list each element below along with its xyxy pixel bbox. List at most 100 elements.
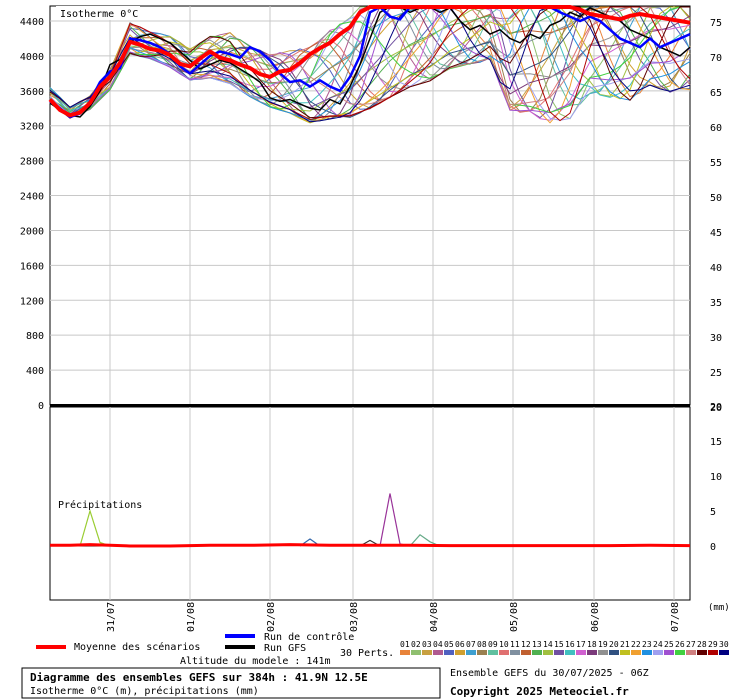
pert-swatch	[488, 650, 498, 655]
pert-swatch	[587, 650, 597, 655]
y-left-tick: 800	[26, 331, 44, 342]
y-right-tick: 35	[710, 298, 722, 309]
y-left-tick: 2400	[20, 192, 44, 203]
pert-number: 27	[686, 640, 696, 649]
pert-number: 21	[620, 640, 630, 649]
y-right-tick: 20	[710, 403, 722, 414]
pert-number: 16	[565, 640, 575, 649]
precip-right-axis: 20 15 10 5 0	[710, 402, 722, 553]
perturbation-line	[49, 6, 690, 118]
pert-number: 02	[411, 640, 421, 649]
pert-swatch	[532, 650, 542, 655]
pert-swatch	[631, 650, 641, 655]
pert-swatch	[697, 650, 707, 655]
pert-swatch	[510, 650, 520, 655]
x-tick-label: 07/08	[670, 602, 681, 632]
y-left-tick: 2800	[20, 157, 44, 168]
pert-swatch	[444, 650, 454, 655]
y-left-tick: 1600	[20, 261, 44, 272]
y-right-tick: 65	[710, 88, 722, 99]
pert-swatch	[400, 650, 410, 655]
pert-number: 08	[477, 640, 487, 649]
isotherm-right-axis: 75 70 65 60 55 50 45 40 35 30 25 20	[710, 18, 722, 414]
legend-perts-label: 30 Perts.	[340, 648, 394, 659]
pert-number: 09	[488, 640, 498, 649]
legend-control-label: Run de contrôle	[264, 631, 354, 643]
perturbation-line	[49, 6, 691, 119]
pert-swatch	[609, 650, 619, 655]
y-right-tick: 40	[710, 263, 722, 274]
precip-unit: (mm)	[708, 603, 730, 613]
precip-y-tick: 20	[710, 402, 722, 413]
pert-number: 26	[675, 640, 685, 649]
y-left-tick: 1200	[20, 296, 44, 307]
y-left-tick: 400	[26, 366, 44, 377]
pert-number: 17	[576, 640, 586, 649]
legend-altitude: Altitude du modele : 141m	[180, 656, 331, 667]
pert-number: 28	[697, 640, 707, 649]
y-left-tick: 2000	[20, 226, 44, 237]
pert-swatch	[719, 650, 729, 655]
precip-y-tick: 10	[710, 472, 722, 483]
y-left-tick: 0	[38, 401, 44, 412]
pert-swatch	[433, 650, 443, 655]
footer-run-info: Ensemble GEFS du 30/07/2025 - 06Z	[450, 668, 649, 679]
footer-title: Diagramme des ensembles GEFS sur 384h : …	[30, 671, 368, 684]
footer-copyright: Copyright 2025 Meteociel.fr	[450, 685, 629, 698]
pert-number: 13	[532, 640, 542, 649]
y-left-tick: 4400	[20, 17, 44, 28]
isotherm-title: Isotherme 0°C	[60, 9, 138, 20]
pert-number: 11	[510, 640, 520, 649]
pert-number: 22	[631, 640, 641, 649]
perturbation-legend: 01 02 03 04 05 06 07 08 09 10 11 12 13 14 15 16 17 18 19 20…	[400, 640, 729, 655]
y-right-tick: 75	[710, 18, 722, 29]
y-right-tick: 60	[710, 123, 722, 134]
pert-swatch	[521, 650, 531, 655]
perturbation-line	[49, 6, 691, 122]
pert-swatch	[466, 650, 476, 655]
pert-number: 01	[400, 640, 410, 649]
y-left-tick: 3200	[20, 122, 44, 133]
precip-y-tick: 15	[710, 437, 722, 448]
x-tick-label: 06/08	[590, 602, 601, 632]
pert-swatch	[620, 650, 630, 655]
isotherm-main-lines	[48, 5, 691, 119]
precip-y-tick: 0	[710, 542, 716, 553]
y-right-tick: 30	[710, 333, 722, 344]
pert-swatch	[477, 650, 487, 655]
pert-number: 06	[455, 640, 465, 649]
isotherm-grid	[50, 6, 690, 405]
isotherm-left-axis: 4400400036003200280024002000160012008004…	[20, 17, 44, 412]
pert-number: 05	[444, 640, 454, 649]
legend-gfs-label: Run GFS	[264, 643, 306, 654]
pert-swatch	[411, 650, 421, 655]
x-tick-label: 03/08	[349, 602, 360, 632]
perturbation-line	[49, 6, 691, 124]
y-left-tick: 3600	[20, 87, 44, 98]
pert-swatch	[653, 650, 663, 655]
x-tick-label: 04/08	[429, 602, 440, 632]
pert-number: 15	[554, 640, 564, 649]
pert-swatch	[686, 650, 696, 655]
panel-separator	[50, 404, 690, 407]
x-tick-label: 01/08	[186, 602, 197, 632]
pert-swatch	[664, 650, 674, 655]
x-tick-label: 02/08	[266, 602, 277, 632]
pert-number: 03	[422, 640, 432, 649]
pert-number: 19	[598, 640, 608, 649]
y-right-tick: 45	[710, 228, 722, 239]
precip-plot-area	[49, 406, 691, 601]
pert-swatch	[708, 650, 718, 655]
pert-number: 10	[499, 640, 509, 649]
pert-swatch	[642, 650, 652, 655]
pert-number: 29	[708, 640, 718, 649]
pert-number: 24	[653, 640, 663, 649]
precip-title: Précipitations	[58, 499, 142, 511]
pert-swatch	[598, 650, 608, 655]
y-right-tick: 55	[710, 158, 722, 169]
x-tick-label: 05/08	[509, 602, 520, 632]
pert-number: 18	[587, 640, 597, 649]
isotherm-title-bg	[56, 6, 140, 20]
pert-swatch	[422, 650, 432, 655]
x-axis-labels: 31/07 01/08 02/08 03/08 04/08 05/08 06/08 07/08	[106, 602, 681, 632]
